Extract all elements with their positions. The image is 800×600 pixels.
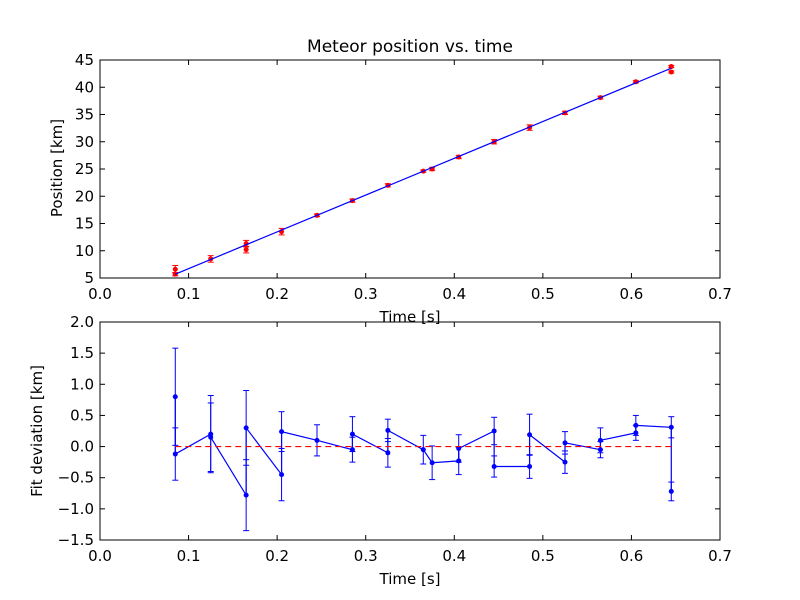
x-tick-label: 0.3 [354,285,378,303]
x-tick-label: 0.3 [354,547,378,565]
y-axis-label: Fit deviation [km] [28,365,46,497]
data-point [668,488,674,494]
data-point [349,431,355,437]
x-tick-label: 0.7 [708,285,732,303]
data-point [243,492,249,498]
y-tick-label: 5 [84,269,94,287]
data-point [633,422,639,428]
x-tick-label: 0.6 [619,547,643,565]
data-point [429,460,435,466]
x-axis-label: Time [s] [379,570,441,588]
data-point [491,428,497,434]
data-point [562,459,568,465]
y-tick-label: 15 [75,215,94,233]
x-tick-label: 0.7 [708,547,732,565]
x-axis-label: Time [s] [379,308,441,326]
x-tick-label: 0.1 [177,285,201,303]
y-tick-label: −0.5 [58,469,94,487]
chart-title: Meteor position vs. time [307,37,513,57]
y-tick-label: 35 [75,106,94,124]
data-point [172,266,178,272]
data-point [385,427,391,433]
data-point [527,464,533,470]
x-tick-label: 0.2 [265,547,289,565]
x-tick-label: 0.1 [177,547,201,565]
fit-line [175,67,672,275]
data-point [668,424,674,430]
plot-frame [99,59,721,279]
data-point [172,394,178,400]
x-tick-label: 0.4 [442,547,466,565]
data-point [279,429,285,435]
deviation-chart: Time [s] Fit deviation [km] 0.0 0.1 0.2 0.3… [28,313,732,588]
data-point [420,447,426,453]
x-tick-label: 0.2 [265,285,289,303]
data-point [597,437,603,443]
y-tick-label: 40 [75,78,94,96]
plot-frame [99,321,721,541]
data-point [562,440,568,446]
data-point [208,434,214,440]
y-tick-label: 10 [75,242,94,260]
y-tick-label: 1.5 [70,344,94,362]
y-tick-label: 1.0 [70,375,94,393]
data-point [314,437,320,443]
y-tick-label: 45 [75,51,94,69]
x-tick-label: 0.6 [619,285,643,303]
x-tick-label: 0.5 [531,285,555,303]
data-point [456,445,462,451]
y-tick-label: 0.0 [70,438,94,456]
data-point [243,425,249,431]
data-point [668,69,674,75]
data-point [279,472,285,478]
data-point [491,464,497,470]
data-point [668,64,674,70]
y-tick-label: −1.0 [58,500,94,518]
y-tick-label: 20 [75,187,94,205]
x-tick-label: 0.0 [88,547,112,565]
x-tick-label: 0.5 [531,547,555,565]
x-tick-label: 0.0 [88,285,112,303]
position-chart: Meteor position vs. time Time [s] Positi… [48,37,732,326]
y-tick-label: 25 [75,160,94,178]
data-point [527,432,533,438]
data-point [385,450,391,456]
y-tick-label: 0.5 [70,406,94,424]
y-tick-label: −1.5 [58,531,94,549]
data-point [243,247,249,253]
y-axis-label: Position [km] [48,119,66,217]
y-tick-label: 30 [75,133,94,151]
y-tick-label: 2.0 [70,313,94,331]
data-point [172,451,178,457]
x-tick-label: 0.4 [442,285,466,303]
